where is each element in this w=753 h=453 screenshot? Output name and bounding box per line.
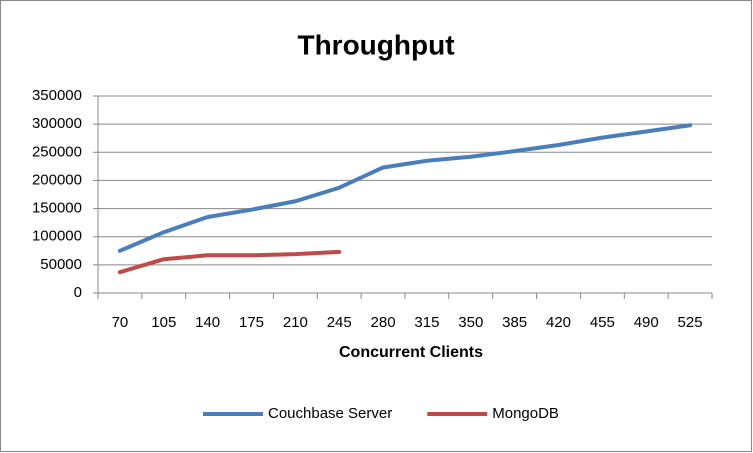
x-tick-label: 490	[634, 314, 659, 331]
legend-label: Couchbase Server	[268, 405, 392, 422]
y-tick-label: 250000	[32, 143, 82, 160]
y-tick-label: 150000	[32, 200, 82, 217]
x-tick-label: 350	[458, 314, 483, 331]
x-tick-label: 280	[371, 314, 396, 331]
x-tick-label: 70	[112, 314, 129, 331]
x-tick-label: 140	[195, 314, 220, 331]
chart-title: Throughput	[297, 29, 454, 60]
x-tick-label: 210	[283, 314, 308, 331]
series-line	[117, 249, 342, 275]
x-axis-title: Concurrent Clients	[339, 344, 483, 361]
x-tick-label: 525	[678, 314, 703, 331]
x-tick-label: 105	[151, 314, 176, 331]
legend-label: MongoDB	[492, 405, 559, 422]
x-tick-label: 420	[546, 314, 571, 331]
x-tick-label: 175	[239, 314, 264, 331]
y-tick-label: 100000	[32, 228, 82, 245]
series-line	[117, 123, 693, 253]
y-tick-label: 50000	[40, 256, 82, 273]
y-tick-label: 300000	[32, 115, 82, 132]
y-tick-label: 0	[74, 284, 82, 301]
x-tick-label: 315	[414, 314, 439, 331]
x-tick-label: 245	[327, 314, 352, 331]
y-tick-label: 200000	[32, 171, 82, 188]
x-tick-label: 385	[502, 314, 527, 331]
y-tick-label: 350000	[32, 87, 82, 104]
x-tick-label: 455	[590, 314, 615, 331]
